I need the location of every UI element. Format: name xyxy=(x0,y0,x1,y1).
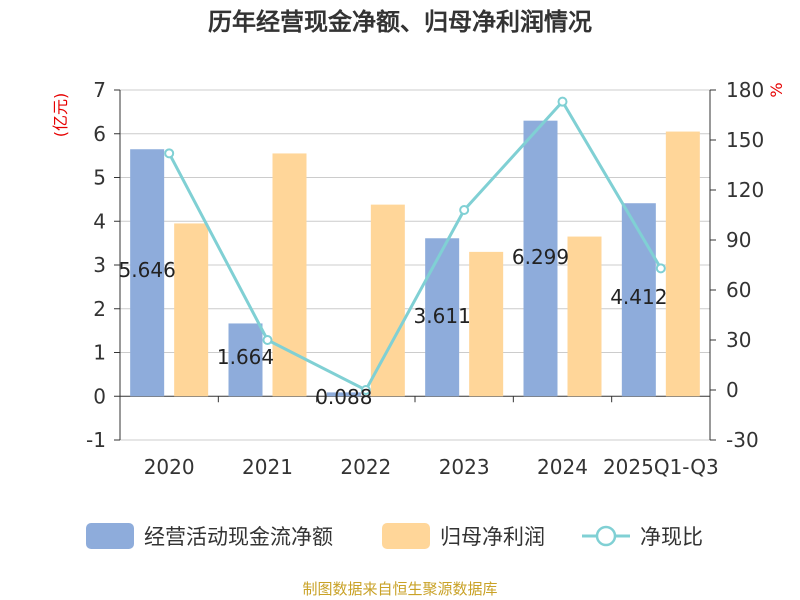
right-axis-unit: % xyxy=(767,82,786,97)
ratio-point xyxy=(459,205,470,215)
data-label: 1.664 xyxy=(217,345,274,369)
data-labels: 5.646 1.664 0.088 3.611 6.299 4.412 xyxy=(119,245,668,409)
left-tick-label: -1 xyxy=(86,428,106,452)
axes: 7 6 5 4 3 2 1 0 -1 180 150 120 90 60 30 0 -30 2020 2021 202… xyxy=(86,78,764,479)
bar-net-profit xyxy=(370,204,405,397)
right-tick-label: 90 xyxy=(726,228,751,252)
bar-net-profit xyxy=(174,223,209,397)
ratio-point xyxy=(262,335,273,345)
ratio-point xyxy=(655,263,666,274)
legend-swatch-cash-flow xyxy=(86,523,134,549)
bar-net-profit xyxy=(272,153,307,397)
bar-cash-flow xyxy=(425,238,460,397)
ratio-point xyxy=(557,96,568,107)
legend-label-net-profit: 归母净利润 xyxy=(440,525,545,549)
gridlines xyxy=(120,89,710,441)
ratio-point xyxy=(164,148,175,159)
legend-label-cash-flow: 经营活动现金流净额 xyxy=(144,525,333,549)
chart-title: 历年经营现金净额、归母净利润情况 xyxy=(208,8,592,36)
legend-label-ratio: 净现比 xyxy=(640,525,703,549)
source-note: 制图数据来自恒生聚源数据库 xyxy=(302,580,497,598)
right-tick-label: 150 xyxy=(726,128,764,152)
bar-net-profit xyxy=(665,131,700,397)
left-tick-label: 0 xyxy=(93,384,106,408)
data-label: 5.646 xyxy=(119,258,176,282)
left-tick-label: 1 xyxy=(93,341,106,365)
right-tick-label: 180 xyxy=(726,78,764,102)
bar-cash-flow xyxy=(621,203,656,397)
x-tick-label: 2022 xyxy=(340,455,391,479)
bar-cash-flow xyxy=(523,120,558,397)
legend-swatch-net-profit xyxy=(382,523,430,549)
bar-cash-flow xyxy=(326,392,361,397)
right-tick-label: 120 xyxy=(726,178,764,202)
right-tick-label: 30 xyxy=(726,328,751,352)
x-tick-label: 2024 xyxy=(537,455,588,479)
x-tick-label: 2020 xyxy=(144,455,195,479)
ratio-line xyxy=(164,96,666,395)
left-axis-unit: (亿元) xyxy=(51,93,70,138)
left-tick-label: 5 xyxy=(93,166,106,190)
legend: 经营活动现金流净额 归母净利润 净现比 xyxy=(86,523,703,549)
bar-cash-flow xyxy=(130,149,165,397)
data-label: 3.611 xyxy=(414,304,471,328)
legend-marker-ratio xyxy=(595,525,617,547)
left-tick-label: 2 xyxy=(93,297,106,321)
bar-net-profit xyxy=(469,251,504,397)
right-tick-label: 60 xyxy=(726,278,751,302)
data-label: 6.299 xyxy=(512,245,569,269)
bar-cash-flow xyxy=(228,323,263,397)
ratio-point xyxy=(360,385,371,395)
right-tick-label: -30 xyxy=(726,428,759,452)
data-label: 4.412 xyxy=(610,285,667,309)
data-label: 0.088 xyxy=(315,385,372,409)
right-tick-label: 0 xyxy=(726,378,739,402)
bar-net-profit xyxy=(567,236,602,397)
x-tick-label: 2025Q1-Q3 xyxy=(603,455,719,479)
ratio-line-path xyxy=(167,99,663,392)
left-tick-label: 6 xyxy=(93,122,106,146)
x-tick-label: 2023 xyxy=(439,455,490,479)
bars xyxy=(130,120,700,397)
left-tick-label: 7 xyxy=(93,78,106,102)
left-tick-label: 4 xyxy=(93,209,106,233)
x-tick-label: 2021 xyxy=(242,455,293,479)
left-tick-label: 3 xyxy=(93,253,106,277)
